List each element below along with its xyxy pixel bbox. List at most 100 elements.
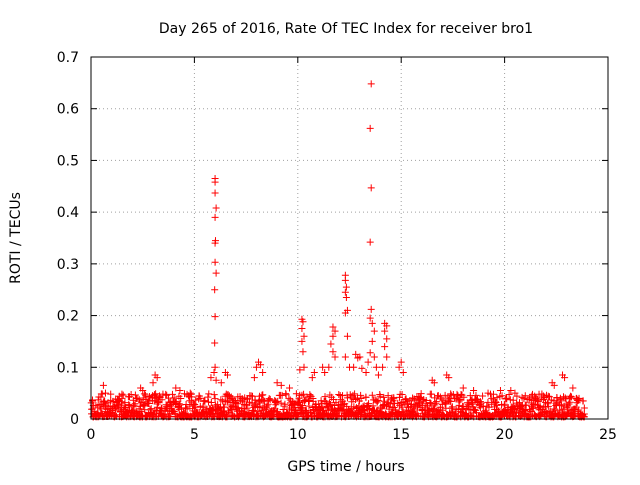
noise-point	[326, 399, 334, 407]
data-point	[172, 384, 180, 392]
noise-point	[373, 398, 381, 406]
noise-point	[220, 403, 228, 411]
x-tick-label: 5	[190, 427, 199, 443]
noise-point	[402, 395, 410, 403]
noise-point	[249, 392, 257, 400]
data-point	[379, 363, 387, 371]
data-point	[367, 305, 375, 313]
data-point	[381, 327, 389, 335]
data-point	[352, 350, 360, 358]
data-point	[325, 363, 333, 371]
data-point	[362, 368, 370, 376]
noise-point	[107, 390, 115, 398]
noise-point	[471, 406, 479, 414]
noise-point	[168, 390, 176, 398]
noise-point	[456, 395, 464, 403]
data-point	[298, 325, 306, 332]
plot-frame	[90, 56, 609, 420]
data-point	[366, 349, 374, 357]
noise-point	[292, 390, 300, 398]
noise-point	[261, 405, 269, 413]
noise-point	[432, 399, 440, 407]
data-point	[139, 387, 147, 395]
noise-point	[365, 400, 373, 408]
data-point	[329, 348, 337, 356]
y-tick-label: 0.6	[57, 102, 79, 118]
noise-point	[277, 399, 285, 407]
noise-point	[362, 393, 370, 401]
y-tick-label: 0.2	[57, 309, 79, 325]
noise-point	[265, 395, 273, 403]
chart-title: Day 265 of 2016, Rate Of TEC Index for r…	[159, 21, 533, 37]
noise-point	[343, 402, 351, 410]
noise-point	[575, 406, 583, 414]
data-point	[343, 332, 351, 340]
noise-point	[127, 390, 135, 398]
data-point	[370, 353, 378, 361]
data-point	[521, 392, 529, 400]
noise-point	[518, 393, 526, 401]
data-point	[430, 379, 438, 387]
data-point	[211, 178, 219, 186]
data-point	[370, 327, 378, 335]
data-point	[550, 381, 558, 389]
noise-point	[233, 400, 241, 408]
noise-point	[227, 393, 235, 401]
noise-point	[559, 405, 567, 413]
noise-point	[204, 393, 212, 401]
y-tick-label: 0.4	[57, 205, 79, 221]
data-point	[329, 332, 337, 340]
noise-point	[520, 395, 528, 403]
y-axis-label: ROTI / TECUs	[8, 192, 24, 284]
noise-point	[149, 392, 157, 400]
noise-point	[385, 403, 393, 411]
data-point	[300, 363, 308, 371]
data-point	[118, 394, 126, 402]
noise-point	[163, 391, 171, 399]
noise-point	[447, 404, 455, 412]
noise-point	[351, 390, 359, 398]
noise-point	[432, 398, 440, 406]
data-point	[507, 387, 515, 395]
data-point	[99, 381, 107, 389]
noise-point	[468, 400, 476, 408]
noise-point	[431, 401, 439, 409]
noise-point	[337, 401, 345, 409]
noise-point	[177, 395, 185, 403]
noise-point	[264, 396, 272, 404]
data-point	[308, 374, 316, 382]
data-point	[367, 184, 375, 192]
noise-point	[522, 401, 530, 409]
noise-point	[493, 394, 501, 402]
data-point	[341, 276, 349, 284]
data-point	[350, 363, 358, 371]
noise-point	[580, 404, 588, 412]
noise-point	[251, 396, 259, 404]
noise-point	[285, 394, 293, 402]
data-point	[319, 363, 327, 371]
noise-point	[338, 405, 346, 413]
noise-point	[447, 397, 455, 405]
data-point	[445, 374, 453, 382]
y-tick-label: 0	[70, 412, 79, 428]
noise-point	[431, 394, 439, 402]
noise-point	[147, 405, 155, 413]
data-point	[327, 340, 335, 348]
data-point	[299, 348, 307, 356]
noise-point	[125, 401, 133, 409]
noise-point	[479, 392, 487, 400]
noise-point	[182, 404, 190, 412]
noise-point	[503, 395, 511, 403]
noise-point	[131, 391, 139, 399]
data-point	[252, 363, 260, 371]
noise-point	[545, 393, 553, 401]
noise-point	[460, 393, 468, 401]
noise-point	[282, 391, 290, 399]
data-point	[341, 288, 349, 296]
x-tick-label: 0	[87, 427, 96, 443]
data-point	[367, 80, 375, 88]
noise-point	[477, 399, 485, 407]
noise-point	[398, 391, 406, 399]
data-point	[223, 371, 231, 379]
noise-point	[274, 397, 282, 405]
